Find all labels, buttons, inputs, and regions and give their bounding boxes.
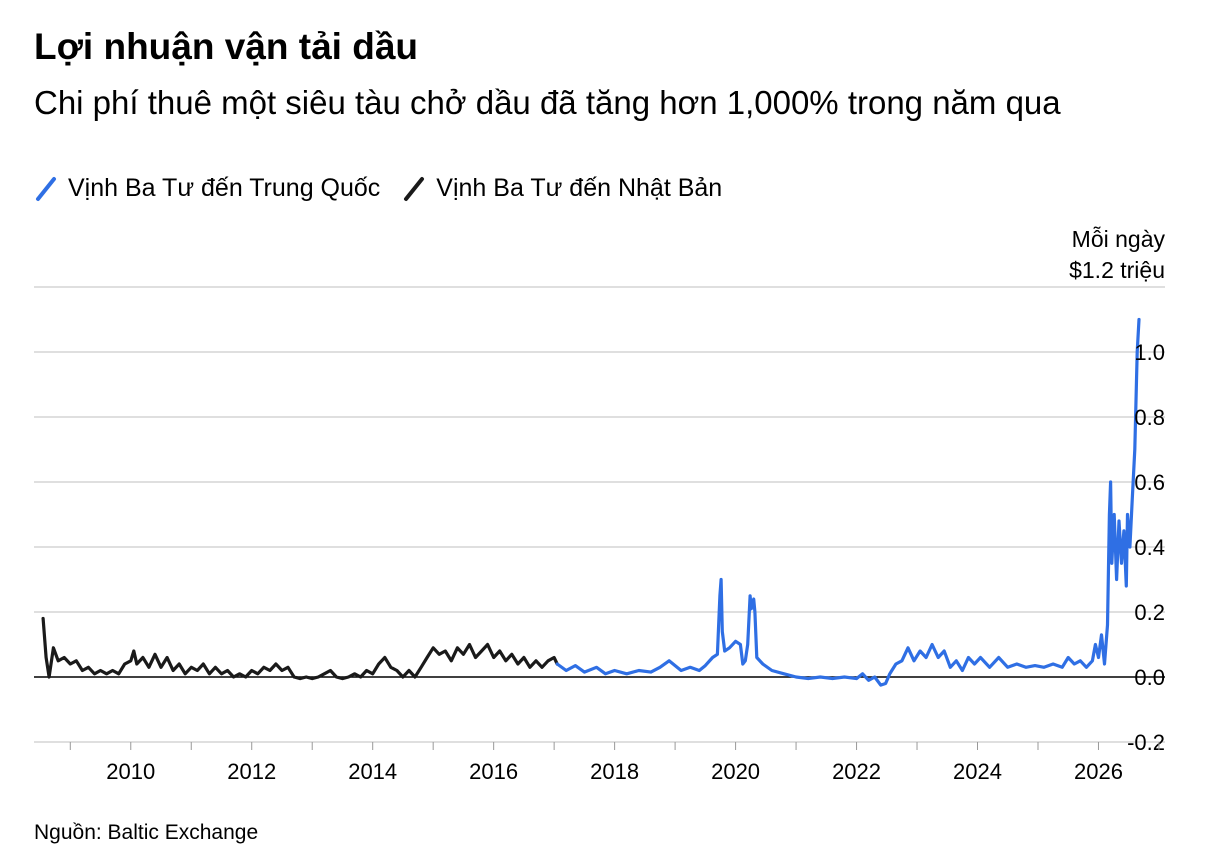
- x-tick-layer: 2010 2012 2014 2016 2018 2020 2022 2024 2026: [69, 742, 1160, 784]
- x-tick-label: 2018: [590, 759, 639, 784]
- series-layer: [41, 317, 1141, 687]
- series-line-japan: [41, 616, 559, 681]
- y-tick-label: 0.4: [1134, 535, 1165, 560]
- y-tick-label: 0.0: [1134, 665, 1165, 690]
- source-note: Nguồn: Baltic Exchange: [34, 821, 259, 844]
- x-tick-label: 2020: [711, 759, 760, 784]
- legend-swatch-china: [36, 176, 56, 201]
- x-tick-label: 2024: [953, 759, 1002, 784]
- series-line-china: [555, 317, 1141, 687]
- chart-title: Lợi nhuận vận tải dầu: [34, 26, 419, 67]
- legend-swatch-japan: [404, 176, 425, 201]
- legend-item-china: Vịnh Ba Tư đến Trung Quốc: [34, 174, 380, 203]
- legend-label-china: Vịnh Ba Tư đến Trung Quốc: [68, 174, 381, 202]
- x-tick-label: 2012: [227, 759, 276, 784]
- y-tick-label: 1.0: [1134, 340, 1165, 365]
- grid-layer: [34, 286, 1165, 743]
- y-tick-label: 0.2: [1134, 600, 1165, 625]
- x-tick-label: 2010: [106, 759, 155, 784]
- y-tick-label: 0.6: [1134, 470, 1165, 495]
- units-line-2: $1.2 triệu: [1069, 257, 1165, 283]
- x-tick-label: 2022: [832, 759, 881, 784]
- y-tick-layer: 1.00.80.60.40.20.0-0.2: [1127, 340, 1165, 755]
- x-tick-label: 2026: [1074, 759, 1123, 784]
- y-axis-units: Mỗi ngày $1.2 triệu: [1069, 224, 1165, 286]
- x-tick-label: 2014: [348, 759, 397, 784]
- chart-legend: Vịnh Ba Tư đến Trung Quốc Vịnh Ba Tư đến…: [34, 174, 744, 203]
- units-line-1: Mỗi ngày: [1071, 226, 1165, 252]
- legend-item-japan: Vịnh Ba Tư đến Nhật Bản: [402, 174, 722, 203]
- chart-subtitle: Chi phí thuê một siêu tàu chở dầu đã tăn…: [34, 84, 1061, 121]
- legend-label-japan: Vịnh Ba Tư đến Nhật Bản: [436, 174, 723, 202]
- x-tick-label: 2016: [469, 759, 518, 784]
- y-tick-label: 0.8: [1134, 405, 1165, 430]
